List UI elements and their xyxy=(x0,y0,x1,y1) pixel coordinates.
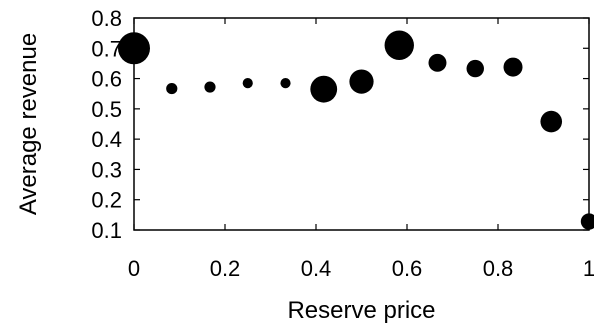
x-tick-label: 0.8 xyxy=(483,256,514,281)
x-tick-label: 0.4 xyxy=(301,256,332,281)
data-point xyxy=(503,57,523,77)
y-tick-label: 0.2 xyxy=(91,188,122,213)
data-point xyxy=(280,78,291,89)
data-point xyxy=(310,75,338,103)
data-point xyxy=(118,32,150,65)
y-tick-label: 0.7 xyxy=(91,36,122,61)
y-tick-label: 0.6 xyxy=(91,67,122,92)
data-point xyxy=(242,78,253,89)
y-tick-label: 0.1 xyxy=(91,218,122,243)
data-point xyxy=(540,110,563,133)
y-tick-label: 0.8 xyxy=(91,6,122,31)
data-point xyxy=(166,82,178,95)
y-axis-ticks: 0.1 0.2 0.3 0.4 0.5 0.6 0.7 0.8 xyxy=(91,6,589,243)
data-point xyxy=(466,59,484,78)
data-point xyxy=(349,69,374,94)
x-tick-label: 1 xyxy=(583,256,594,281)
x-tick-label: 0.6 xyxy=(392,256,423,281)
x-tick-label: 0 xyxy=(128,256,140,281)
y-tick-label: 0.4 xyxy=(91,127,122,152)
x-tick-label: 0.2 xyxy=(210,256,241,281)
data-point xyxy=(428,53,447,72)
plot-frame xyxy=(133,17,590,231)
data-point xyxy=(204,81,216,93)
y-tick-label: 0.5 xyxy=(91,97,122,122)
x-axis-label: Reserve price xyxy=(287,297,435,324)
x-axis-ticks: 0 0.2 0.4 0.6 0.8 1 xyxy=(128,18,594,281)
y-axis-label: Average revenue xyxy=(15,33,42,215)
data-point xyxy=(384,30,414,60)
data-point xyxy=(580,213,594,230)
data-points xyxy=(118,30,594,230)
y-tick-label: 0.3 xyxy=(91,157,122,182)
